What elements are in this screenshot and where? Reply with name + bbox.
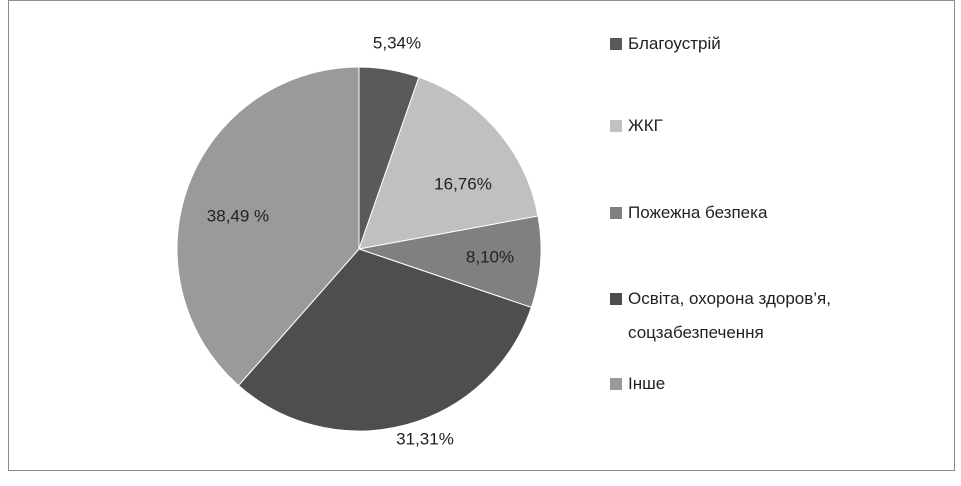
data-label: 16,76% (434, 174, 492, 193)
legend-swatch (610, 378, 622, 390)
legend-label: ЖКГ (628, 116, 663, 135)
legend-item: Освіта, охорона здоров’я, соцзабезпеченн… (610, 282, 843, 350)
pie-slice (357, 215, 542, 309)
data-label: 38,49 % (207, 206, 269, 225)
legend-swatch (610, 293, 622, 305)
legend-swatch (610, 38, 622, 50)
legend-label: Освіта, охорона здоров’я, соцзабезпеченн… (628, 289, 831, 342)
legend-label: Пожежна безпека (628, 203, 768, 222)
legend-label: Благоустрій (628, 34, 721, 53)
legend-item: ЖКГ (610, 109, 843, 143)
pie-slice (176, 66, 360, 387)
legend-item: Інше (610, 367, 843, 401)
legend-label: Інше (628, 374, 666, 393)
pie-slice (358, 76, 539, 250)
data-label: 5,34% (373, 33, 421, 52)
legend-swatch (610, 207, 622, 219)
data-label: 8,10% (466, 247, 514, 266)
legend-item: Благоустрій (610, 27, 843, 61)
legend-swatch (610, 120, 622, 132)
pie-slice (237, 248, 533, 432)
legend-item: Пожежна безпека (610, 196, 843, 230)
data-label: 31,31% (396, 429, 454, 448)
